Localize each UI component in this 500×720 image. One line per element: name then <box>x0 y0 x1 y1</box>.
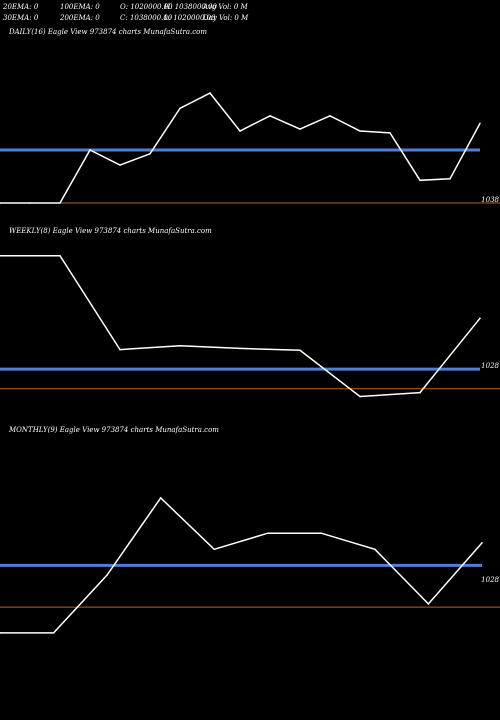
weekly-price-point <box>299 349 301 352</box>
weekly-level-label: 1028 <box>481 362 499 370</box>
daily-price-point <box>149 152 151 155</box>
daily-price-point <box>329 115 331 117</box>
header-20ema: 20EMA: 0 <box>3 3 39 11</box>
monthly-price-point <box>374 548 376 551</box>
daily-price-point <box>479 122 481 125</box>
header-low: L: 1020000.00 <box>164 14 216 22</box>
header-day-vol: Day Vol: 0 M <box>203 14 249 22</box>
daily-price-point <box>419 179 421 182</box>
monthly-price-point <box>52 632 55 634</box>
header-high: H: 1038000.00 <box>164 3 217 11</box>
monthly-price-point <box>159 497 162 499</box>
header-100ema: 100EMA: 0 <box>60 3 100 11</box>
daily-level-label: 1038 <box>481 196 499 204</box>
weekly-price-point <box>59 254 61 257</box>
monthly-level-label: 1028 <box>481 576 499 584</box>
daily-price-line <box>0 92 481 204</box>
daily-price-point <box>89 149 91 151</box>
weekly-price-point <box>0 254 1 257</box>
weekly-price-point <box>419 391 421 394</box>
daily-price-point <box>59 202 61 204</box>
daily-price-point <box>389 132 391 134</box>
daily-panel <box>0 92 500 204</box>
monthly-price-point <box>481 542 483 544</box>
daily-price-point <box>29 202 31 204</box>
monthly-price-point <box>266 532 269 535</box>
weekly-price-point <box>359 395 361 398</box>
daily-price-point <box>0 202 1 204</box>
daily-price-point <box>119 164 121 166</box>
weekly-price-point <box>119 348 121 351</box>
header-avg-vol: Avg Vol: 0 M <box>203 3 248 11</box>
monthly-price-point <box>427 603 430 605</box>
daily-price-point <box>179 107 181 110</box>
weekly-panel <box>0 254 500 398</box>
weekly-panel-label: WEEKLY(8) Eagle View 973874 charts Munaf… <box>9 227 212 235</box>
header-30ema: 30EMA: 0 <box>3 14 39 22</box>
daily-price-point <box>239 130 241 132</box>
monthly-price-point <box>106 574 108 576</box>
monthly-price-point <box>213 548 216 551</box>
daily-price-point <box>449 177 451 180</box>
weekly-price-point <box>179 344 181 347</box>
header-200ema: 200EMA: 0 <box>60 14 100 22</box>
header-open: O: 1020000.00 <box>120 3 173 11</box>
weekly-price-point <box>479 317 481 320</box>
weekly-price-line <box>0 254 481 398</box>
daily-price-point <box>209 92 211 94</box>
weekly-price-point <box>239 347 241 350</box>
daily-price-point <box>359 130 361 132</box>
monthly-panel <box>0 496 500 634</box>
daily-panel-label: DAILY(16) Eagle View 973874 charts Munaf… <box>9 28 208 36</box>
monthly-price-line <box>0 496 483 634</box>
header-close: C: 1038000.00 <box>120 14 173 22</box>
monthly-price-point <box>320 532 323 535</box>
daily-price-point <box>269 115 271 117</box>
monthly-panel-label: MONTHLY(9) Eagle View 973874 charts Muna… <box>9 426 219 434</box>
monthly-price-point <box>0 632 1 634</box>
daily-price-point <box>299 128 301 130</box>
